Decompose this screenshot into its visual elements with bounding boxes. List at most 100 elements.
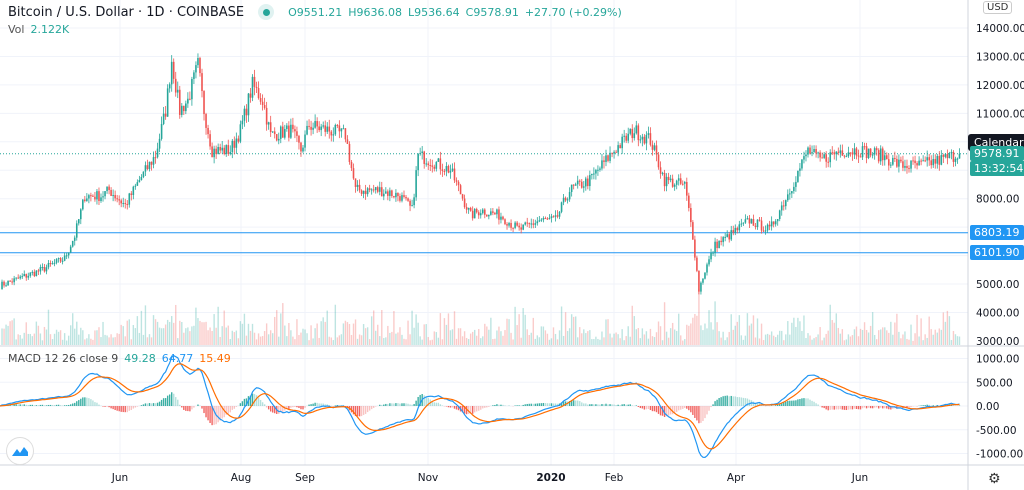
candle-body: [732, 230, 735, 233]
volume-bar: [611, 337, 613, 345]
candle-body: [332, 134, 335, 136]
candle-body: [63, 255, 66, 261]
candle-body: [514, 222, 516, 228]
candle-body: [730, 230, 733, 240]
candle-body: [591, 173, 593, 176]
macd-histogram-bar: [655, 406, 658, 413]
volume-bar: [910, 324, 912, 345]
settings-gear-icon[interactable]: ⚙: [988, 471, 1001, 487]
volume-bar: [397, 332, 399, 345]
macd-histogram-bar: [469, 406, 472, 414]
candle-body: [865, 146, 868, 159]
candle-body: [782, 205, 785, 207]
volume-bar: [661, 340, 664, 345]
macd-histogram-bar: [871, 406, 874, 409]
macd-histogram-bar: [423, 395, 425, 406]
volume-bar: [124, 336, 126, 345]
volume-bar: [609, 333, 611, 345]
symbol-title[interactable]: Bitcoin / U.S. Dollar · 1D · COINBASE: [8, 4, 245, 20]
candle-body: [736, 227, 739, 231]
candle-body: [702, 278, 704, 283]
macd-histogram-bar: [698, 406, 700, 424]
candle-body: [744, 219, 747, 223]
currency-badge[interactable]: USD: [983, 1, 1013, 14]
candle-body: [49, 263, 52, 265]
volume-bar: [762, 340, 765, 345]
time-axis-tick: Aug: [231, 472, 252, 484]
candle-body: [88, 195, 90, 199]
candle-body: [17, 277, 19, 279]
macd-histogram-bar: [706, 406, 708, 415]
volume-bar: [601, 331, 603, 345]
candle-body: [189, 98, 191, 100]
macd-histogram-bar: [15, 404, 17, 406]
volume-bar: [3, 328, 5, 345]
candle-body: [589, 175, 591, 187]
macd-histogram-bar: [785, 401, 787, 406]
hline-label-1[interactable]: 6803.19: [970, 225, 1024, 240]
candle-body: [661, 172, 664, 174]
candle-body: [409, 200, 411, 206]
candle-body: [863, 146, 866, 148]
candle-body: [245, 108, 248, 116]
candle-body: [352, 168, 355, 179]
volume-bar: [922, 340, 924, 345]
macd-label[interactable]: MACD 12 26 close 9: [8, 352, 119, 365]
candle-body: [906, 165, 908, 169]
macd-histogram-bar: [873, 406, 876, 408]
volume-bar: [811, 339, 813, 345]
macd-histogram-bar: [29, 404, 31, 406]
candle-body: [227, 145, 230, 154]
macd-histogram-bar: [789, 400, 791, 406]
macd-histogram-bar: [684, 406, 686, 409]
macd-histogram-bar: [805, 398, 807, 406]
candle-body: [641, 136, 644, 140]
time-axis-tick: Sep: [295, 472, 315, 484]
hline-label-2[interactable]: 6101.90: [970, 245, 1024, 260]
volume-bar: [803, 315, 805, 345]
candle-body: [544, 218, 547, 220]
macd-histogram-bar: [102, 406, 104, 407]
volume-bar: [560, 306, 563, 345]
candle-body: [82, 199, 84, 210]
candle-body: [174, 78, 177, 93]
low-value: L9536.64: [408, 5, 460, 19]
macd-histogram-bar: [777, 404, 779, 406]
macd-histogram-bar: [728, 396, 730, 406]
candle-body: [888, 159, 890, 166]
candle-body: [255, 86, 258, 89]
candle-body: [637, 125, 640, 141]
candle-body: [158, 138, 161, 149]
macd-histogram-bar: [673, 406, 676, 414]
candle-body: [43, 266, 46, 272]
macd-histogram-bar: [639, 406, 642, 409]
volume-bar: [502, 335, 504, 345]
macd-histogram-bar: [752, 401, 755, 406]
macd-histogram-bar: [51, 404, 54, 406]
candle-body: [308, 125, 310, 127]
volume-bar: [900, 338, 902, 345]
candle-body: [801, 159, 803, 169]
candle-body: [894, 157, 896, 159]
macd-histogram-bar: [57, 404, 60, 406]
macd-histogram-bar: [19, 404, 21, 406]
macd-histogram-bar: [53, 405, 56, 406]
macd-histogram-bar: [267, 406, 270, 410]
volume-bar: [292, 336, 294, 345]
candle-body: [368, 188, 371, 190]
macd-histogram-bar: [94, 402, 96, 406]
volume-bar: [865, 329, 868, 345]
macd-histogram-bar: [413, 404, 415, 406]
candle-body: [520, 227, 522, 230]
tradingview-logo-icon[interactable]: [6, 437, 34, 465]
candle-body: [142, 171, 145, 178]
volume-bar: [657, 321, 660, 345]
candle-body: [136, 182, 139, 186]
volume-bar: [332, 340, 334, 345]
volume-bar: [665, 331, 668, 345]
volume-bar: [540, 326, 543, 345]
candle-body: [831, 152, 834, 154]
volume-bar: [936, 332, 938, 345]
candle-body: [797, 170, 799, 182]
